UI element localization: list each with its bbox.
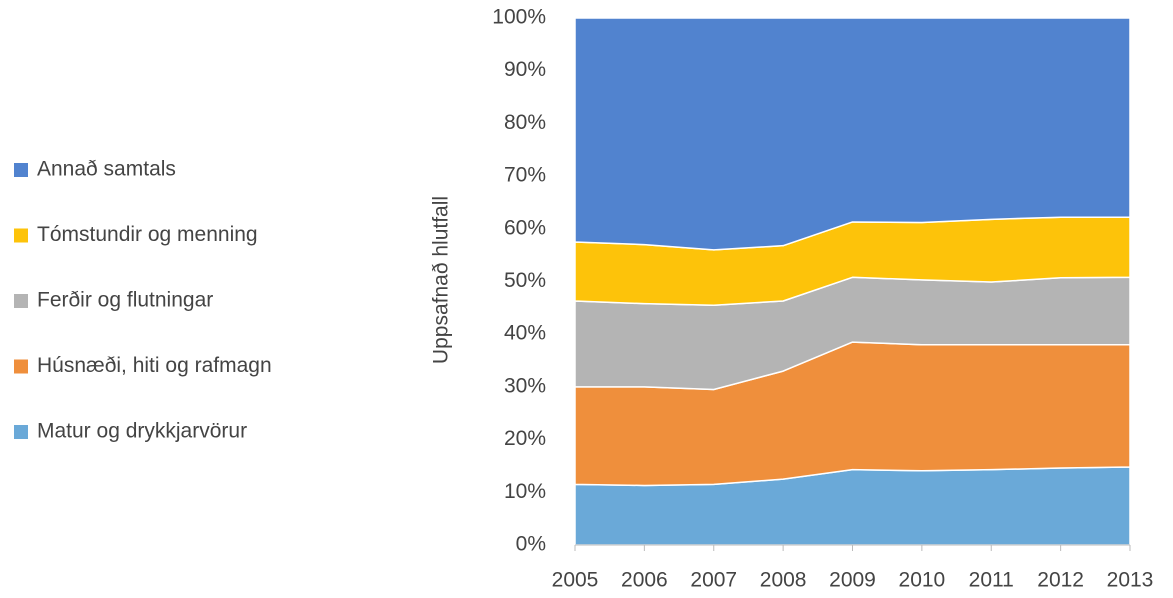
x-tick-label: 2005 (552, 569, 599, 592)
y-tick-label: 60% (504, 216, 546, 239)
y-tick-label: 30% (504, 374, 546, 397)
legend-swatch (14, 294, 28, 308)
y-tick-label: 10% (504, 480, 546, 503)
x-tick-label: 2011 (969, 569, 1014, 592)
area (574, 17, 1131, 251)
x-tick-label: 2009 (829, 569, 876, 592)
y-tick-label: 0% (516, 533, 546, 556)
x-tick-label: 2013 (1107, 569, 1154, 592)
legend-swatch (14, 359, 28, 374)
y-tick-label: 80% (504, 111, 546, 134)
legend-swatch (14, 425, 28, 439)
y-tick-label: 40% (504, 322, 546, 345)
legend-label: Tómstundir og menning (37, 223, 258, 246)
y-tick-label: 100% (492, 6, 546, 29)
legend-label: Húsnæði, hiti og rafmagn (37, 354, 272, 377)
x-tick-label: 2012 (1037, 569, 1084, 592)
x-tick-label: 2010 (899, 569, 946, 592)
y-tick-label: 50% (504, 269, 546, 292)
x-tick-label: 2006 (621, 569, 668, 592)
legend-label: Annað samtals (37, 158, 176, 181)
y-tick-label: 70% (504, 164, 546, 187)
legend-swatch (14, 228, 28, 243)
y-tick-label: 90% (504, 58, 546, 81)
legend-swatch (14, 163, 28, 177)
legend-label: Matur og drykkjarvörur (37, 420, 247, 443)
x-tick-label: 2008 (760, 569, 807, 592)
y-tick-label: 20% (504, 427, 546, 450)
y-axis-label: Uppsafnað hlutfall (430, 196, 453, 364)
legend-label: Ferðir og flutningar (37, 289, 213, 312)
x-tick-label: 2007 (690, 569, 737, 592)
